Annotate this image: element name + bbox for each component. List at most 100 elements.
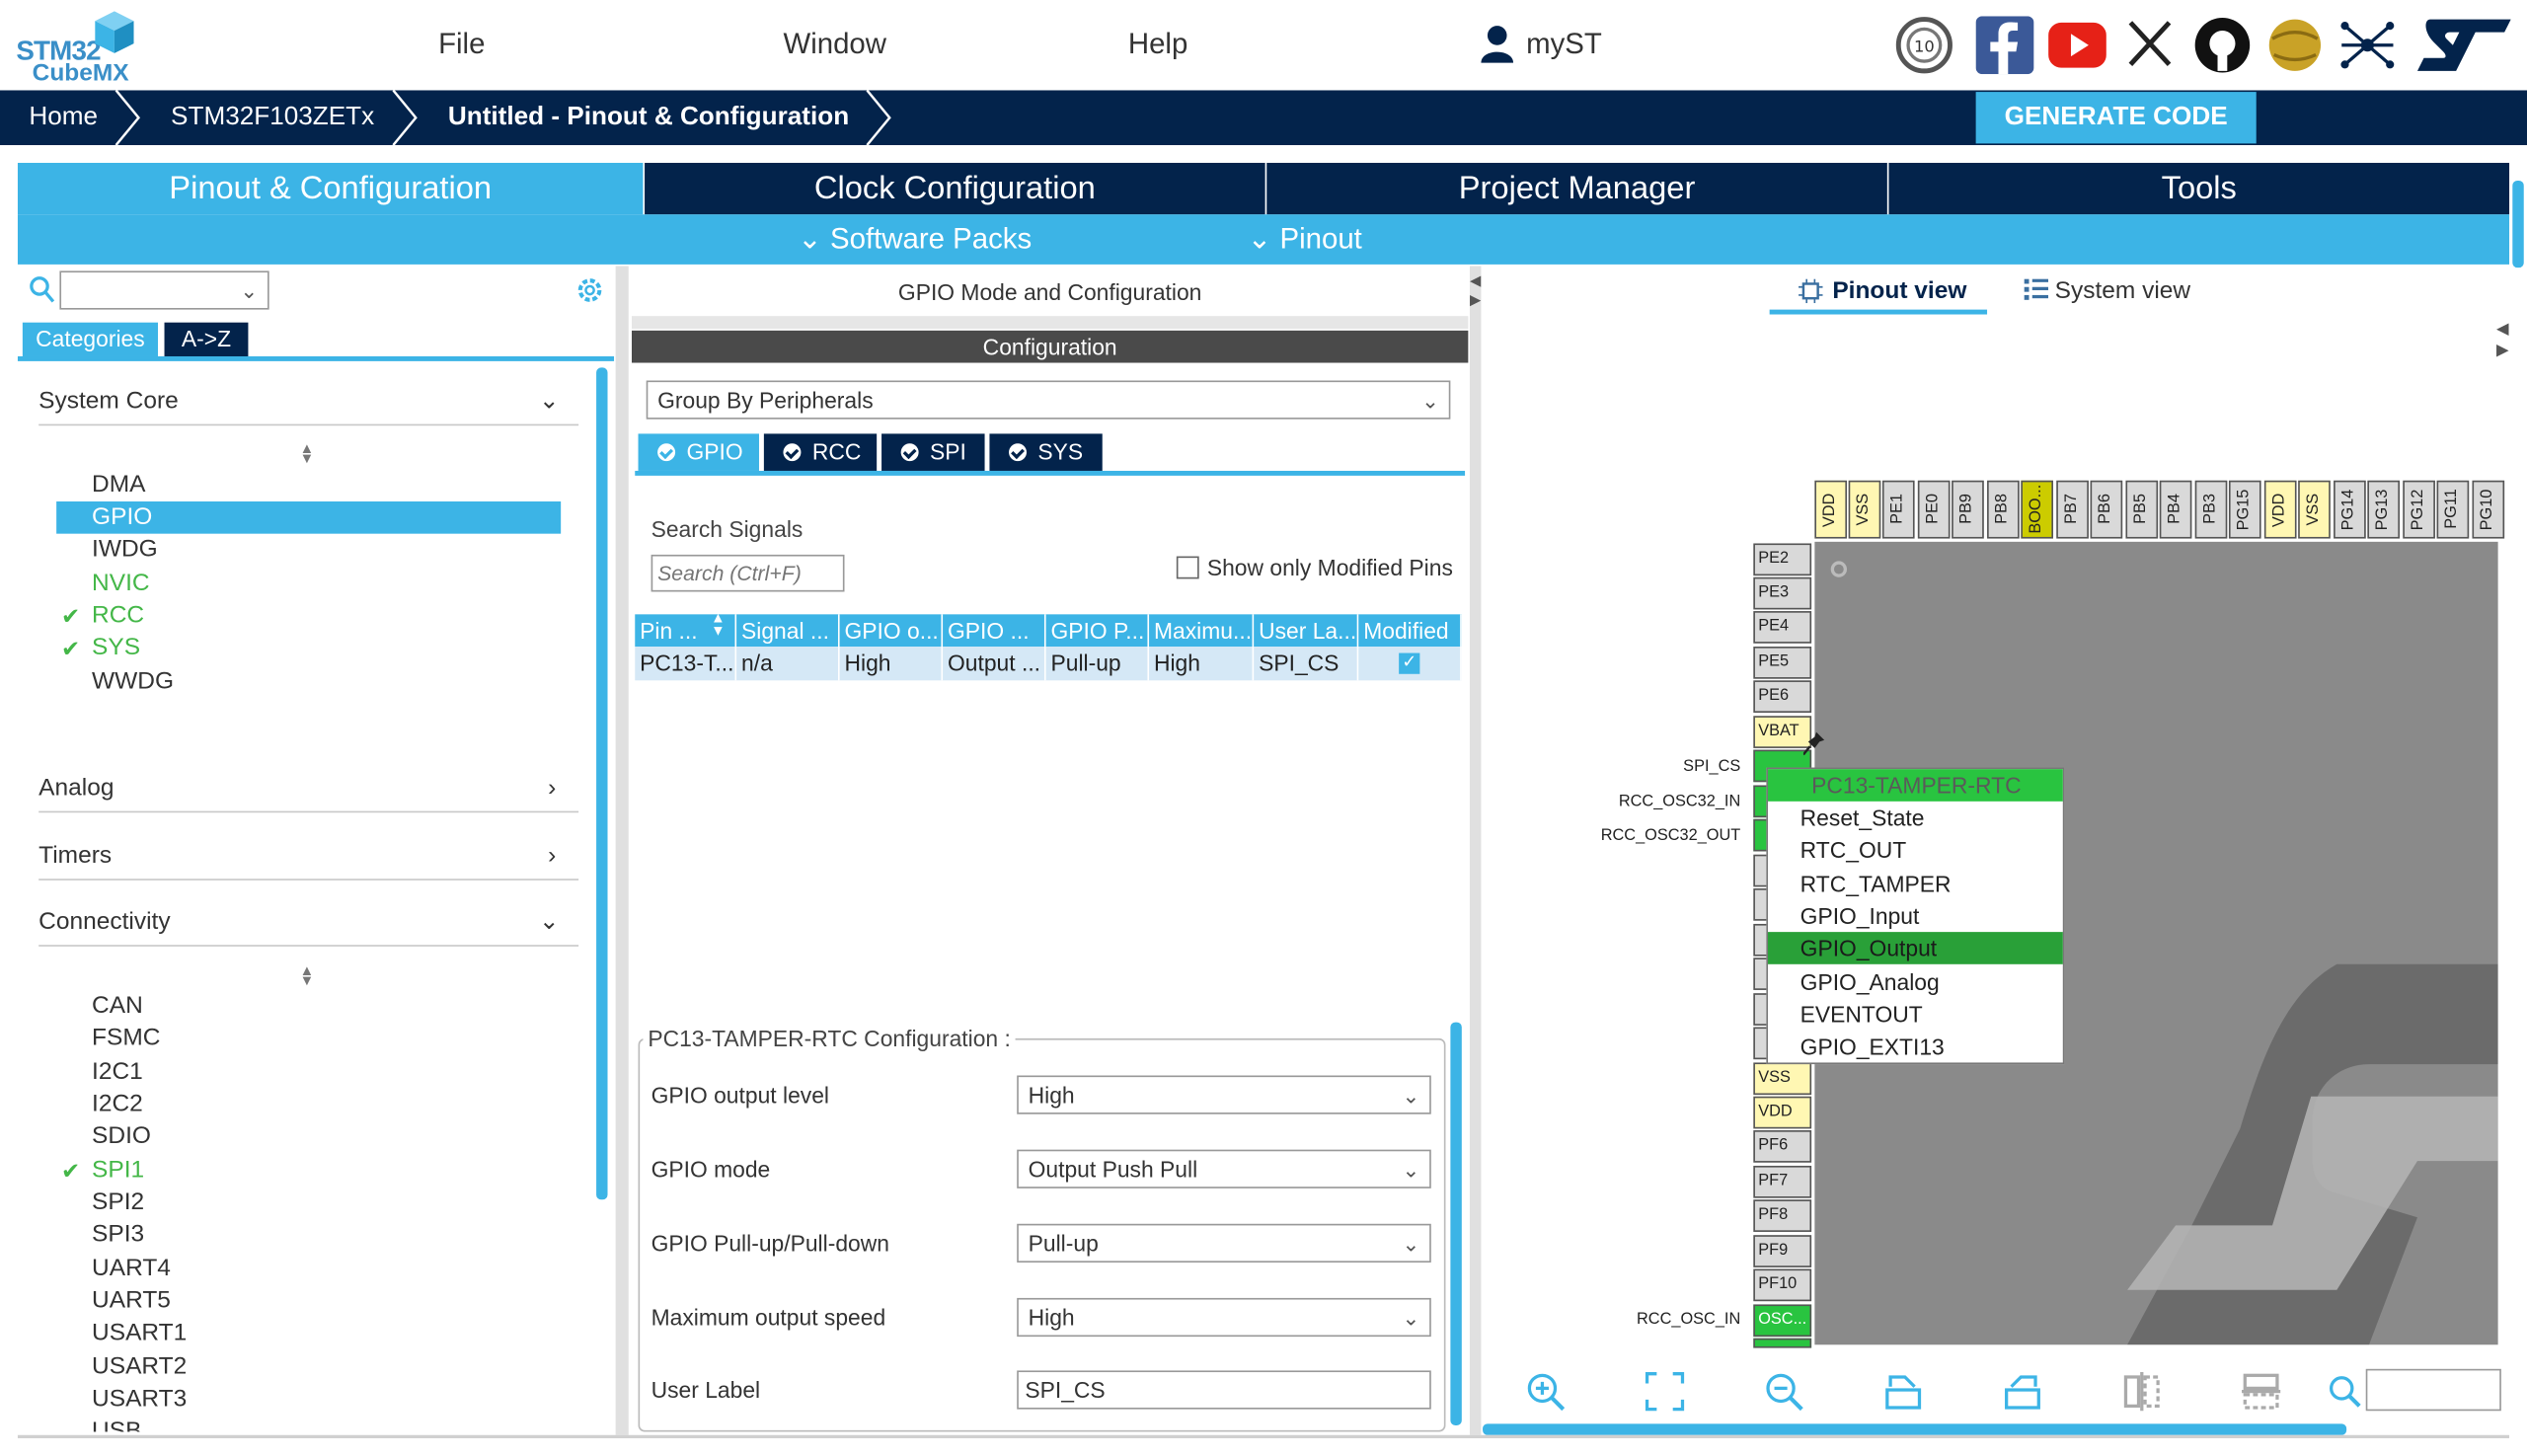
splitter[interactable] [615, 266, 629, 1435]
sort-arrows-icon[interactable]: ▲ ▼ [299, 962, 315, 989]
tab-spi[interactable]: SPI [881, 433, 985, 471]
github-icon[interactable] [2193, 16, 2252, 74]
list-item-i2c1[interactable]: I2C1 [92, 1057, 143, 1086]
search-signals-input[interactable] [651, 554, 845, 592]
pin-pg13[interactable]: PG13 [2367, 480, 2401, 539]
pin-pb6[interactable]: PB6 [2090, 480, 2123, 539]
pinout-view-tab[interactable]: Pinout view [1769, 275, 1988, 315]
software-packs-menu[interactable]: ⌄ Software Packs [798, 214, 1032, 265]
group-by-select[interactable]: Group By Peripherals ⌄ [646, 380, 1451, 420]
pin-pe2[interactable]: PE2 [1753, 543, 1812, 576]
pin-pf10[interactable]: PF10 [1753, 1268, 1812, 1302]
anniversary-badge-icon[interactable]: 10 [1895, 16, 1953, 74]
pin-vbat[interactable]: VBAT [1753, 716, 1812, 748]
myst-button[interactable]: myST [1480, 25, 1625, 66]
popup-item-rtc-out[interactable]: RTC_OUT [1800, 836, 1907, 863]
popup-item-gpio-output[interactable]: GPIO_Output [1768, 932, 2063, 964]
pin-pg11[interactable]: PG11 [2436, 480, 2470, 539]
list-item-can[interactable]: CAN [92, 991, 143, 1020]
config-scrollbar[interactable] [1450, 1022, 1462, 1425]
pin-pg10[interactable]: PG10 [2472, 480, 2505, 539]
pull-select[interactable]: Pull-up ⌄ [1017, 1223, 1431, 1263]
max-speed-select[interactable]: High ⌄ [1017, 1297, 1431, 1338]
pinout-search-input[interactable] [2365, 1368, 2501, 1412]
col-header-pin[interactable]: Pin ... ▲ ▼ [635, 614, 737, 648]
list-item-wwdg[interactable]: WWDG [92, 667, 175, 696]
zoom-out-icon[interactable] [1763, 1370, 1804, 1412]
list-item-i2c2[interactable]: I2C2 [92, 1090, 143, 1117]
search-combo[interactable]: ⌄ [59, 270, 269, 310]
tab-project-manager[interactable]: Project Manager [1266, 162, 1887, 215]
pin-vss[interactable]: VSS [1753, 1062, 1812, 1096]
pin-pe6[interactable]: PE6 [1753, 680, 1812, 713]
panel-collapse-arrows-icon[interactable]: ◀ ▶ [2495, 321, 2509, 360]
youtube-icon[interactable] [2048, 20, 2106, 71]
col-header-user-label[interactable]: User La... [1254, 614, 1359, 648]
pin-pg15[interactable]: PG15 [2228, 480, 2261, 539]
list-item-nvic[interactable]: NVIC [92, 569, 150, 597]
section-timers[interactable]: Timers › [38, 832, 579, 881]
section-connectivity[interactable]: Connectivity ⌄ [38, 898, 579, 947]
pin-osc-in[interactable]: OSC... [1753, 1304, 1812, 1338]
tab-sys[interactable]: SYS [989, 433, 1103, 471]
list-item-usart1[interactable]: USART1 [92, 1319, 188, 1346]
breadcrumb-device[interactable]: STM32F103ZETx [171, 103, 375, 131]
gpio-mode-select[interactable]: Output Push Pull ⌄ [1017, 1149, 1431, 1188]
window-scrollbar[interactable] [2512, 180, 2524, 268]
col-header-gpio-output[interactable]: GPIO o... [839, 614, 944, 648]
col-header-modified[interactable]: Modified [1358, 614, 1462, 648]
pin-pe1[interactable]: PE1 [1881, 480, 1915, 539]
pin-pe0[interactable]: PE0 [1917, 480, 1951, 539]
menu-help[interactable]: Help [1127, 27, 1188, 60]
pin-pb3[interactable]: PB3 [2194, 480, 2228, 539]
pin-pb5[interactable]: PB5 [2125, 480, 2159, 539]
rotate-right-icon[interactable] [1882, 1370, 1924, 1412]
gear-icon[interactable] [575, 275, 604, 304]
x-twitter-icon[interactable] [2127, 20, 2173, 68]
community-network-icon[interactable] [2338, 16, 2397, 74]
pin-pe4[interactable]: PE4 [1753, 611, 1812, 644]
pin-pf6[interactable]: PF6 [1753, 1130, 1812, 1163]
popup-item-gpio-input[interactable]: GPIO_Input [1800, 902, 1920, 929]
section-system-core[interactable]: System Core ⌄ [38, 377, 579, 426]
pin-vdd[interactable]: VDD [2263, 480, 2297, 539]
facebook-icon[interactable] [1975, 16, 2034, 75]
pin-pb9[interactable]: PB9 [1952, 480, 1984, 539]
tab-pinout-configuration[interactable]: Pinout & Configuration [17, 162, 644, 215]
pin-vdd[interactable]: VDD [1753, 1096, 1812, 1129]
breadcrumb-project[interactable]: Untitled - Pinout & Configuration [447, 103, 850, 131]
list-item-spi1[interactable]: ✔ SPI1 [56, 1155, 561, 1188]
pin-pb8[interactable]: PB8 [1987, 480, 2020, 539]
splitter[interactable] [1469, 266, 1482, 1435]
col-header-gpio-mode[interactable]: GPIO ... [943, 614, 1046, 648]
pin-boot0[interactable]: BOO... [2021, 480, 2053, 539]
user-label-input[interactable] [1017, 1370, 1431, 1410]
section-analog[interactable]: Analog › [38, 764, 579, 813]
zoom-in-icon[interactable] [1524, 1370, 1566, 1412]
rotate-left-icon[interactable] [2002, 1370, 2043, 1412]
pinout-menu[interactable]: ⌄ Pinout [1248, 214, 1362, 265]
generate-code-button[interactable]: GENERATE CODE [1975, 92, 2257, 144]
list-item-fsmc[interactable]: FSMC [92, 1024, 161, 1052]
col-header-gpio-pull[interactable]: GPIO P... [1045, 614, 1150, 648]
col-header-max-speed[interactable]: Maximu... [1149, 614, 1255, 648]
flip-horizontal-icon[interactable] [2240, 1370, 2281, 1412]
list-item-usart3[interactable]: USART3 [92, 1385, 188, 1413]
popup-item-rtc-tamper[interactable]: RTC_TAMPER [1800, 871, 1952, 897]
flip-vertical-icon[interactable] [2121, 1370, 2163, 1412]
list-item-spi3[interactable]: SPI3 [92, 1220, 145, 1249]
tab-categories[interactable]: Categories [22, 322, 158, 356]
modified-checkbox[interactable]: ✓ [1399, 652, 1420, 674]
pin-pe3[interactable]: PE3 [1753, 576, 1812, 610]
output-level-select[interactable]: High ⌄ [1017, 1075, 1431, 1114]
horizontal-scrollbar[interactable] [1483, 1423, 2347, 1435]
popup-item-reset-state[interactable]: Reset_State [1800, 805, 1925, 831]
pin-pe5[interactable]: PE5 [1753, 647, 1812, 679]
breadcrumb-home[interactable]: Home [29, 103, 99, 131]
list-item-usart2[interactable]: USART2 [92, 1352, 188, 1381]
list-item-gpio[interactable]: GPIO [56, 500, 562, 534]
pin-pf9[interactable]: PF9 [1753, 1235, 1812, 1267]
pin-vss[interactable]: VSS [2298, 480, 2331, 539]
pin-pg12[interactable]: PG12 [2403, 480, 2435, 539]
list-item-spi2[interactable]: SPI2 [92, 1188, 145, 1216]
